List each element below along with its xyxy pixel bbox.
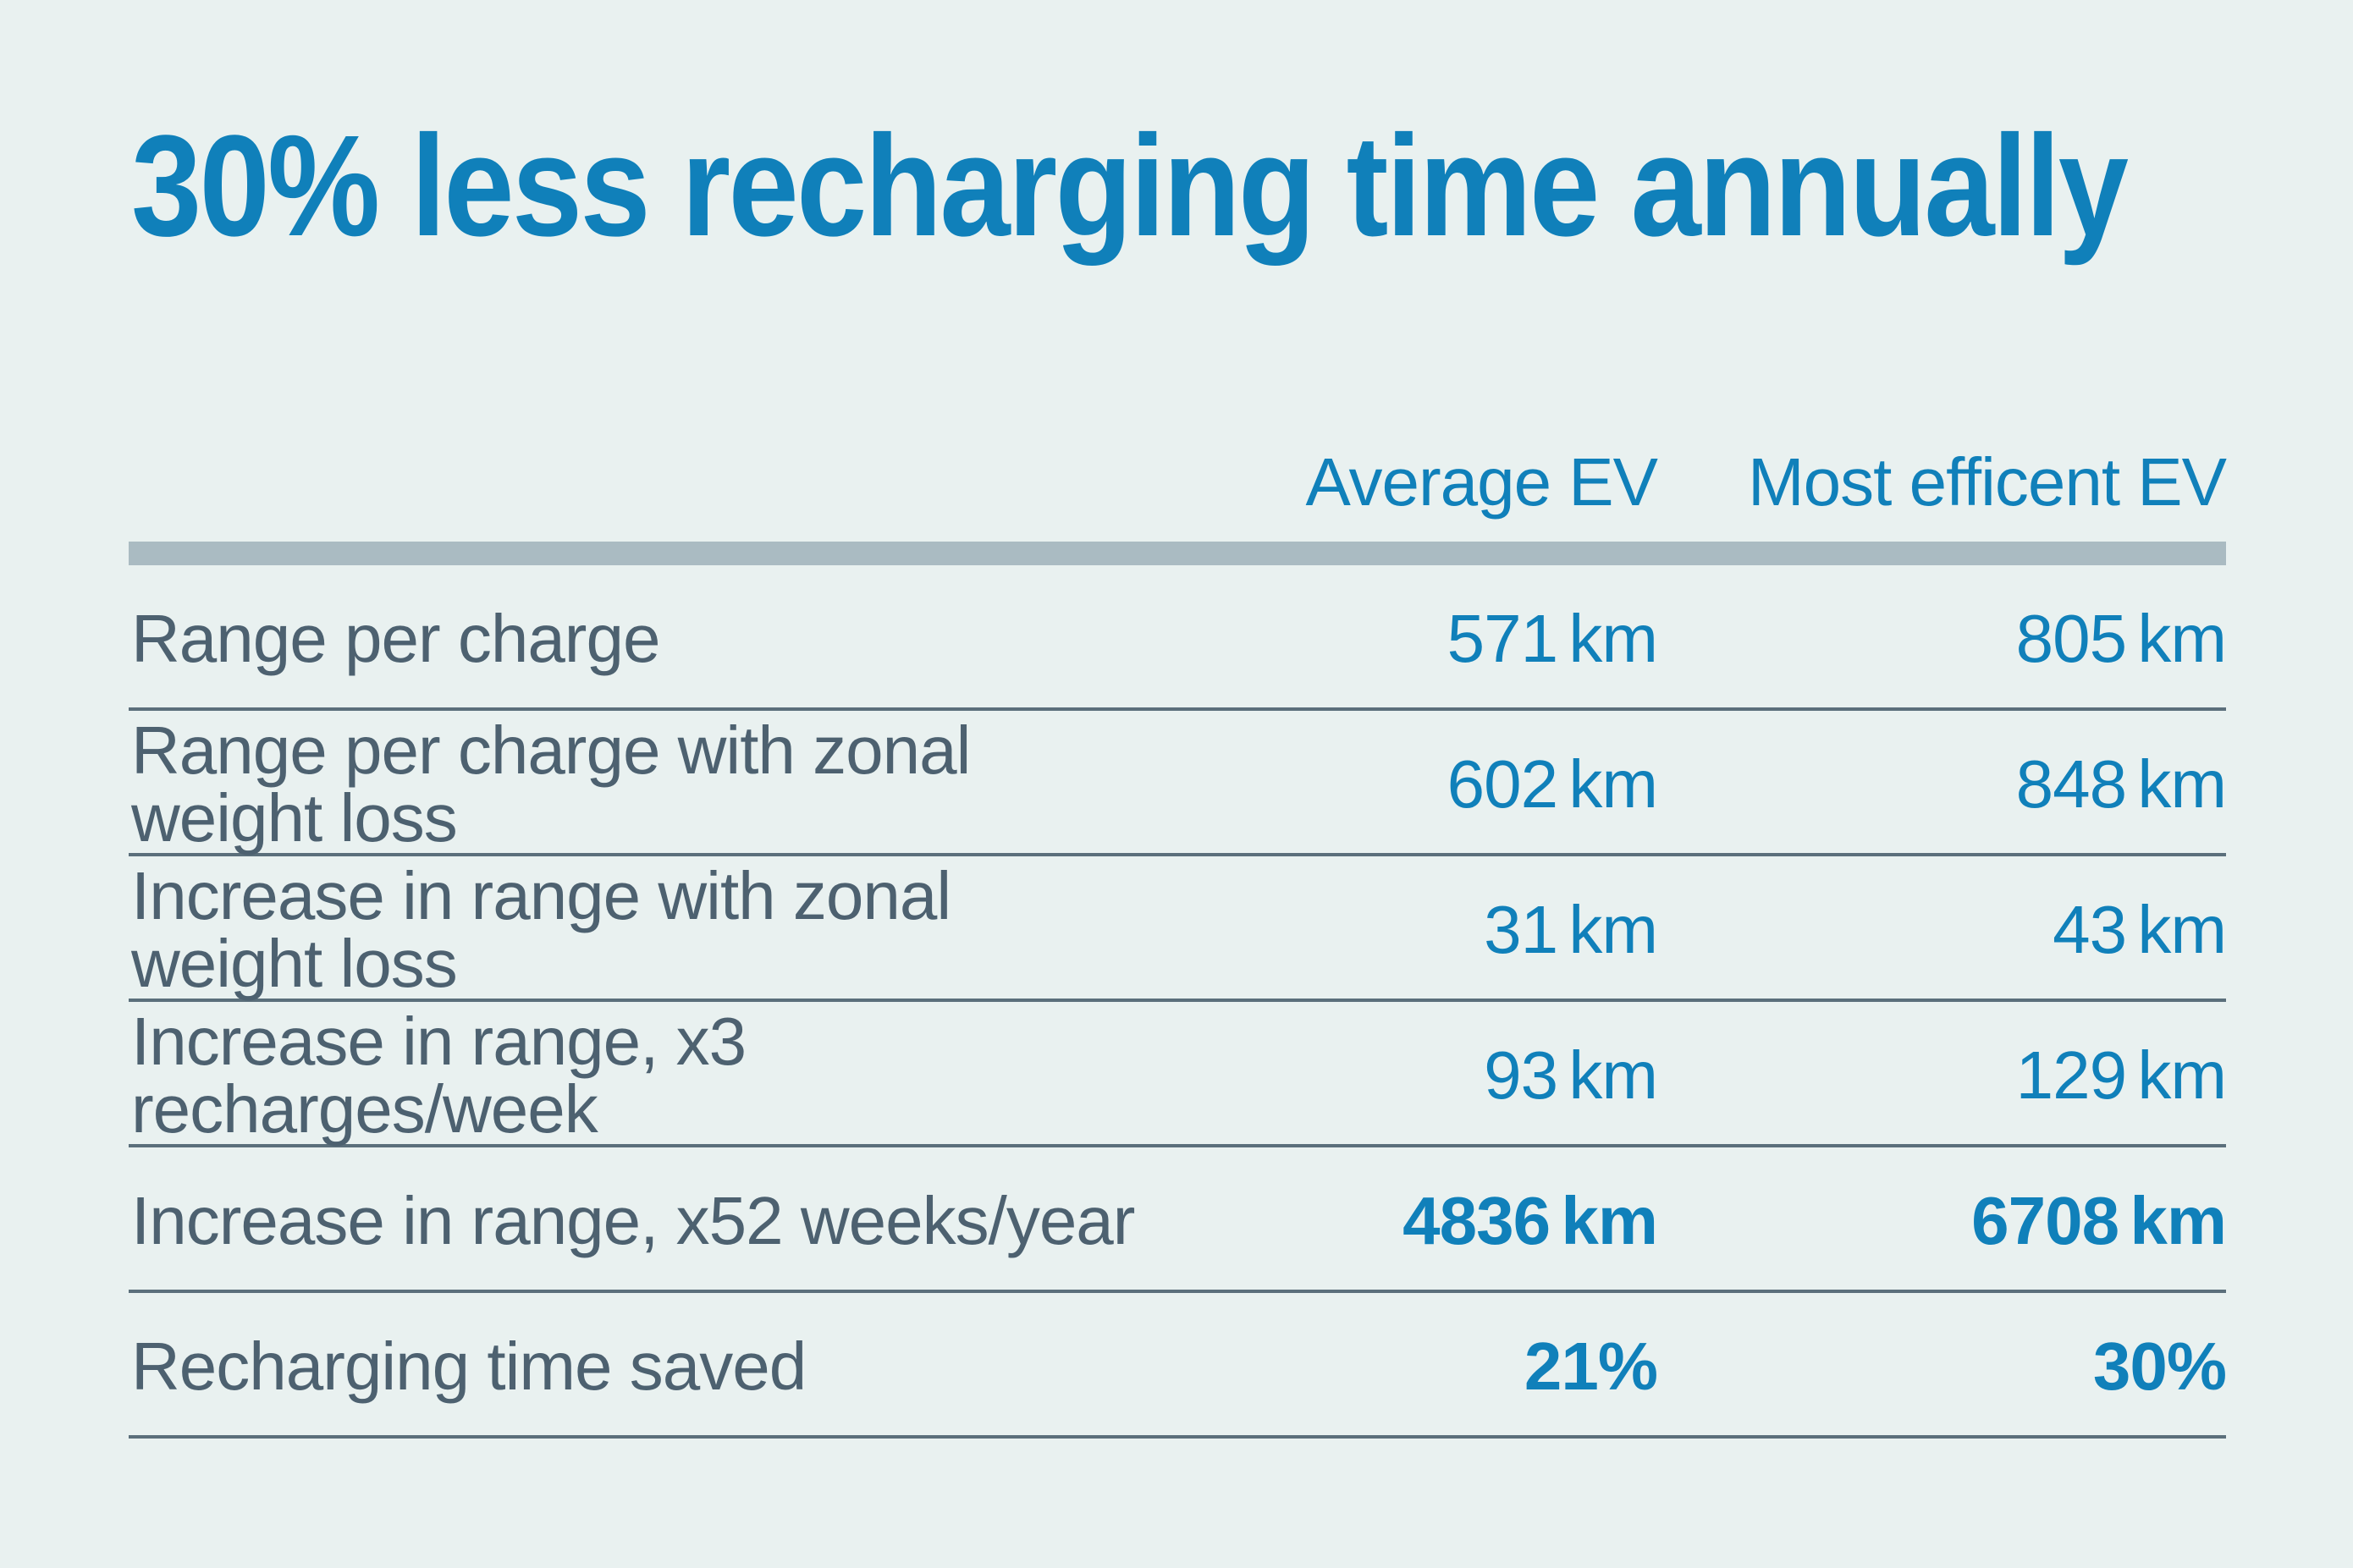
table-row: Range per charge 571 km 805 km: [129, 565, 2227, 711]
most-efficent-ev-value: 30%: [2092, 1329, 2227, 1404]
table-row: Range per charge with zonal weight loss 6…: [129, 711, 2227, 856]
average-ev-value: 602 km: [1447, 746, 1658, 822]
most-efficent-ev-value: 805 km: [2015, 601, 2227, 676]
row-label: Increase in range, x3 recharges/week: [131, 1004, 747, 1147]
row-label: Increase in range, x52 weeks/year: [131, 1183, 1135, 1258]
average-ev-value: 21%: [1524, 1329, 1658, 1404]
table-row: Increase in range, x3 recharges/week 93 k…: [129, 1002, 2227, 1147]
row-label: Increase in range with zonal weight loss: [131, 858, 951, 1001]
column-header-most-efficent-ev: Most efficent EV: [1747, 444, 2227, 520]
table-header-row: Average EV Most efficent EV: [129, 415, 2227, 542]
row-label: Range per charge with zonal weight loss: [131, 712, 971, 856]
average-ev-value: 31 km: [1484, 892, 1658, 967]
table-body: Range per charge 571 km 805 km Range per ch…: [129, 565, 2227, 1439]
most-efficent-ev-value: 848 km: [2015, 746, 2227, 822]
page-title: 30% less recharging time annually: [131, 106, 2129, 267]
header-divider-bar: [129, 542, 2226, 565]
table-row: Increase in range, x52 weeks/year 4836 km…: [129, 1147, 2227, 1293]
row-label: Recharging time saved: [131, 1329, 807, 1404]
most-efficent-ev-value: 129 km: [2015, 1037, 2227, 1113]
average-ev-value: 571 km: [1447, 601, 1658, 676]
table-row: Recharging time saved 21% 30%: [129, 1293, 2227, 1439]
table-row: Increase in range with zonal weight loss…: [129, 856, 2227, 1002]
most-efficent-ev-value: 6708 km: [1971, 1183, 2227, 1258]
most-efficent-ev-value: 43 km: [2053, 892, 2227, 967]
average-ev-value: 93 km: [1484, 1037, 1658, 1113]
average-ev-value: 4836 km: [1402, 1183, 1658, 1258]
comparison-table: Average EV Most efficent EV Range per ch…: [129, 415, 2227, 1439]
column-header-average-ev: Average EV: [1305, 444, 1658, 520]
row-label: Range per charge: [131, 601, 660, 676]
